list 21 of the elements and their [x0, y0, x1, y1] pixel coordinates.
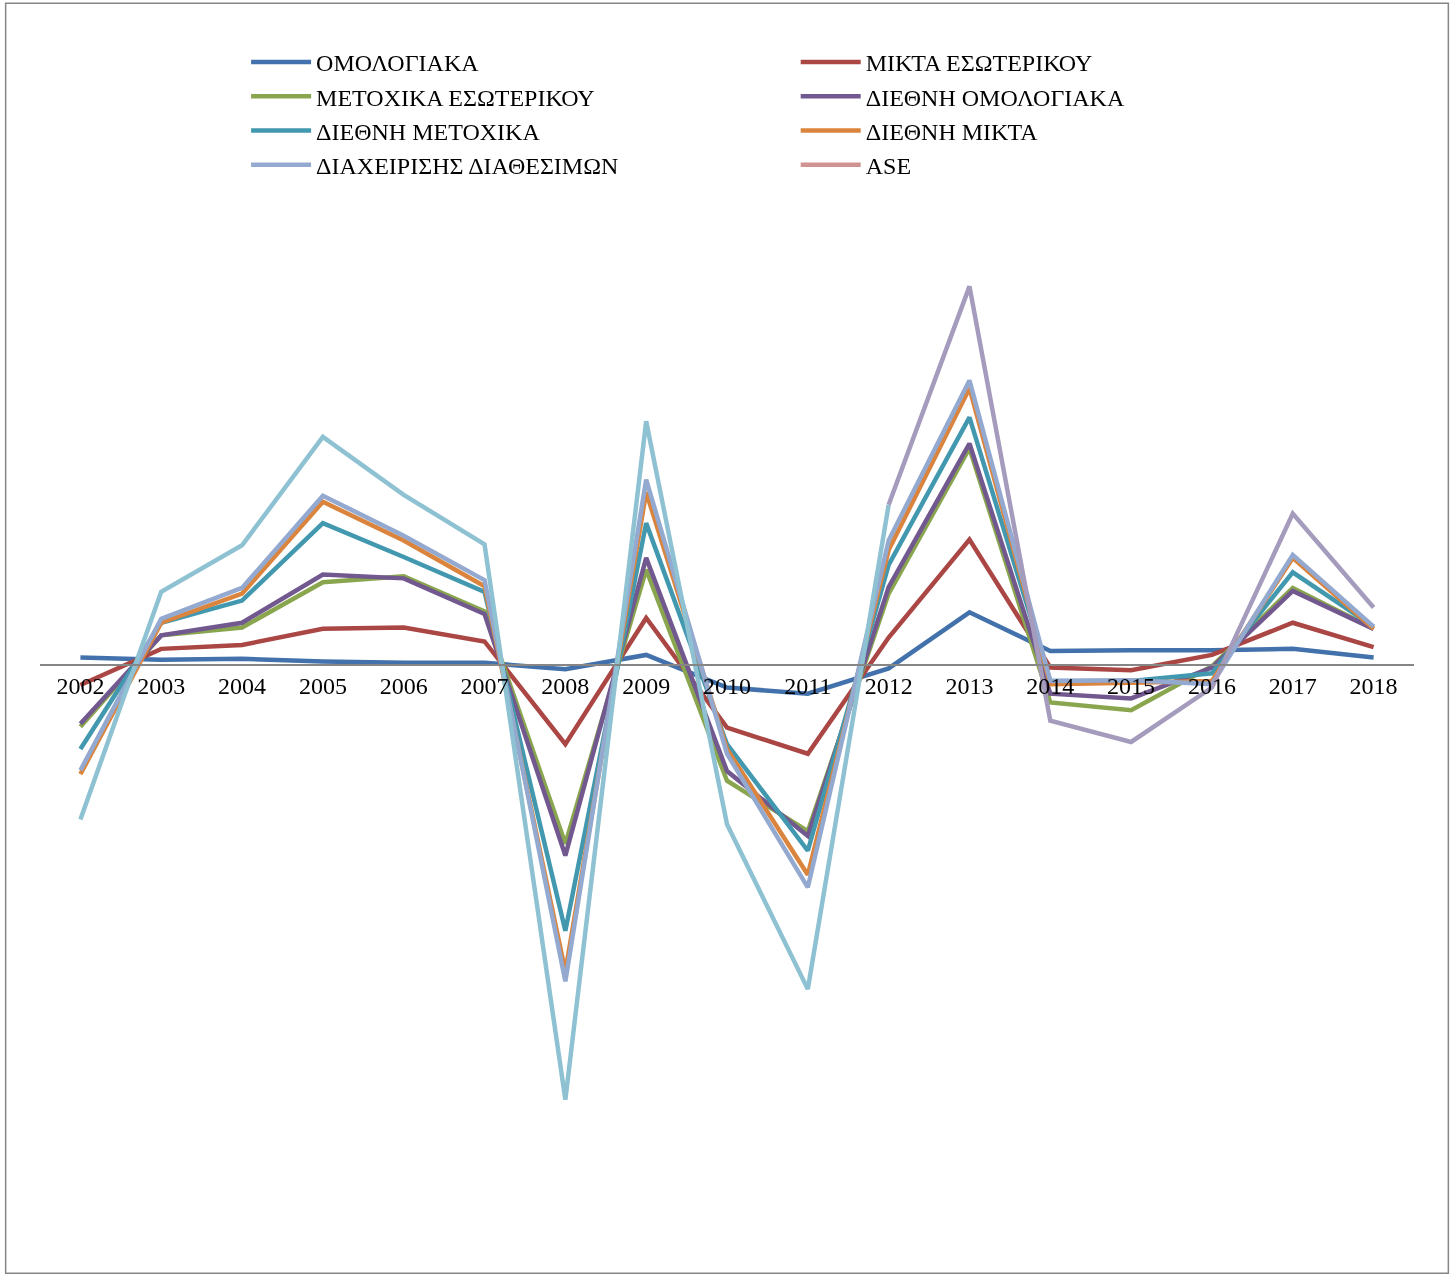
x-tick-label: 2004 — [218, 673, 267, 700]
legend-label: ASE — [865, 153, 912, 180]
legend-label: ΔΙΕΘΝΗ ΜΕΤΟΧΙΚΑ — [316, 118, 541, 145]
x-tick-label: 2016 — [1187, 673, 1236, 700]
x-tick-label: 2002 — [56, 673, 105, 700]
legend-label: ΔΙΕΘΝΗ ΟΜΟΛΟΓΙΑΚΑ — [865, 84, 1125, 111]
x-tick-label: 2018 — [1349, 673, 1398, 700]
x-tick-label: 2008 — [541, 673, 590, 700]
x-tick-label: 2017 — [1268, 673, 1317, 700]
legend-label: ΜΕΤΟΧΙΚΑ ΕΣΩΤΕΡΙΚΟΥ — [316, 84, 595, 111]
x-tick-label: 2003 — [137, 673, 186, 700]
legend-label: ΔΙΕΘΝΗ ΜΙΚΤΑ — [865, 118, 1039, 145]
x-tick-label: 2013 — [945, 673, 994, 700]
x-tick-label: 2007 — [460, 673, 509, 700]
x-tick-label: 2012 — [864, 673, 913, 700]
legend-label: ΟΜΟΛΟΓΙΑΚΑ — [316, 50, 480, 77]
legend-label: ΜΙΚΤΑ ΕΣΩΤΕΡΙΚΟΥ — [865, 50, 1093, 77]
legend-label: ΔΙΑΧΕΙΡΙΣΗΣ ΔΙΑΘΕΣΙΜΩΝ — [316, 153, 619, 180]
x-tick-label: 2009 — [622, 673, 671, 700]
x-tick-label: 2006 — [379, 673, 428, 700]
x-tick-label: 2005 — [298, 673, 347, 700]
